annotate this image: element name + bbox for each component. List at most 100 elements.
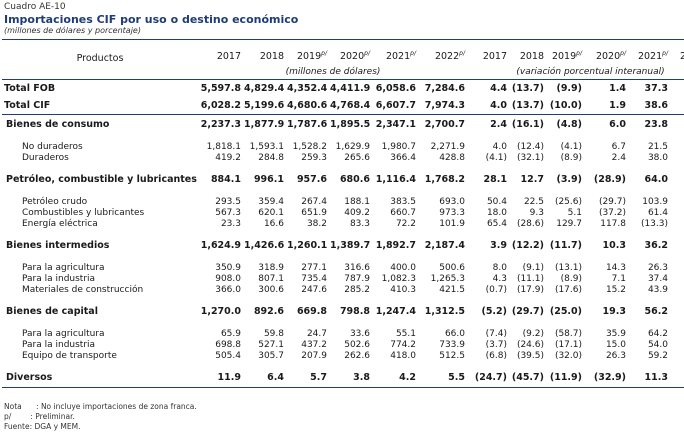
value-cell: 908.0: [215, 273, 241, 284]
row-label: Combustibles y lubricantes: [22, 207, 145, 218]
row-label: Bienes intermedios: [6, 240, 110, 251]
change-cell: (13.1): [554, 262, 582, 273]
change-cell: (28.9): [593, 174, 626, 185]
year-label: 2017: [482, 51, 507, 62]
value-cell: 265.6: [344, 152, 370, 163]
change-cell: 41.2: [671, 218, 684, 229]
value-cell: 33.6: [349, 328, 370, 339]
change-cell: 50.4: [486, 196, 507, 207]
value-cell: 285.2: [344, 284, 370, 295]
change-cell: 19.9: [671, 328, 684, 339]
unit-left-header: (millones de dólares): [285, 67, 381, 77]
preliminary-mark: p/: [576, 49, 582, 57]
change-cell: 58.4: [671, 170, 684, 189]
table-row: Petróleo crudo 293.5 359.4 267.4 188.1 383.5 6…: [2, 196, 684, 207]
value-cell: 1,629.9: [335, 141, 370, 152]
value-cell: 6,058.6: [375, 83, 416, 94]
preliminary-mark: p/: [620, 49, 626, 57]
year-header: 2020p/: [330, 40, 373, 66]
value-cell: 419.2: [215, 152, 241, 163]
value-cell: 101.9: [439, 218, 465, 229]
change-cell: 3.9: [490, 240, 507, 251]
change-cell: (8.9): [560, 152, 582, 163]
value-cell: 428.8: [439, 152, 465, 163]
year-label: 2018: [259, 51, 284, 62]
value-cell: 1,818.1: [206, 141, 241, 152]
value-cell: 5,597.8: [200, 83, 241, 94]
value-cell: 7,974.3: [424, 100, 465, 111]
table-row: Total CIF 6,028.2 5,199.6 4,680.6 4,768.4 6,6…: [2, 97, 684, 115]
unit-right-header: (variación porcentual interanual): [516, 67, 665, 77]
table-row: Energía eléctrica 23.3 16.6 38.2 83.3 72.2 101…: [2, 218, 684, 229]
change-cell: (0.7): [485, 284, 507, 295]
value-cell: 23.3: [220, 218, 241, 229]
value-cell: 5.7: [310, 372, 327, 383]
change-cell: 8.0: [492, 262, 507, 273]
value-cell: 418.0: [390, 350, 416, 361]
year-header: 2021p/: [373, 40, 419, 66]
value-cell: 66.0: [444, 328, 465, 339]
change-cell: 64.2: [647, 328, 668, 339]
change-cell: 9.3: [529, 207, 544, 218]
value-cell: 350.9: [215, 262, 241, 273]
change-cell: 38.6: [644, 100, 668, 111]
footnote-note: Nota : No incluye importaciones de zona …: [4, 402, 197, 411]
year-header: 2017: [468, 40, 510, 66]
row-label: Duraderos: [22, 152, 69, 163]
value-cell: 5,199.6: [244, 100, 285, 111]
change-cell: (3.9): [556, 174, 582, 185]
value-cell: 359.4: [258, 196, 284, 207]
change-cell: (25.0): [549, 306, 582, 317]
change-cell: (39.5): [516, 350, 544, 361]
row-label: Total FOB: [4, 83, 56, 94]
value-cell: 1,389.7: [330, 240, 371, 251]
table-body: Total FOB 5,597.8 4,829.4 4,352.4 4,411.9 6,0…: [2, 80, 684, 388]
value-cell: 1,877.9: [244, 114, 287, 134]
value-cell: 3.8: [353, 372, 370, 383]
change-cell: 14.7: [671, 141, 684, 152]
change-cell: (4.1): [485, 152, 507, 163]
change-cell: 22.5: [523, 196, 544, 207]
change-cell: (32.1): [516, 152, 544, 163]
change-cell: 2.7: [671, 284, 684, 295]
value-cell: 400.0: [390, 262, 416, 273]
value-cell: 316.6: [344, 262, 370, 273]
value-cell: 7,284.6: [424, 83, 465, 94]
year-label: 2020: [595, 51, 621, 62]
change-cell: (8.9): [560, 273, 582, 284]
value-cell: 680.6: [339, 174, 370, 185]
value-cell: 16.6: [263, 218, 284, 229]
change-cell: 1.9: [609, 100, 626, 111]
row-label: Materiales de construcción: [22, 284, 144, 295]
change-cell: 25.1: [671, 262, 684, 273]
change-cell: 129.7: [556, 218, 582, 229]
change-cell: 1.4: [609, 83, 626, 94]
table-row: Bienes de consumo 2,237.3 1,877.9 1,787.6 1,…: [2, 114, 684, 134]
change-cell: (16.1): [510, 114, 547, 134]
value-cell: 38.2: [306, 218, 327, 229]
table-row: Total FOB 5,597.8 4,829.4 4,352.4 4,411.9 6,0…: [2, 80, 684, 98]
change-cell: (5.2): [671, 339, 684, 350]
value-cell: 807.1: [258, 273, 284, 284]
row-label: Petróleo, combustible y lubricantes: [6, 174, 197, 185]
value-cell: 1,980.7: [381, 141, 416, 152]
row-label: Total CIF: [4, 100, 51, 111]
change-cell: 14.3: [605, 262, 626, 273]
table-row: Para la agricultura 65.9 59.8 24.7 33.6 55.1 6…: [2, 328, 684, 339]
value-cell: 6,028.2: [200, 100, 241, 111]
year-label: 2022: [679, 51, 684, 62]
change-cell: 20.2: [671, 80, 684, 98]
products-header: Productos: [76, 52, 124, 64]
change-cell: (13.7): [511, 100, 544, 111]
change-cell: (29.7): [598, 196, 626, 207]
value-cell: 284.8: [258, 152, 284, 163]
change-cell: (28.6): [516, 218, 544, 229]
table-title: Importaciones CIF por uso o destino econ…: [4, 13, 299, 26]
change-cell: (11.1): [516, 273, 544, 284]
value-cell: 207.9: [301, 350, 327, 361]
value-cell: 698.8: [215, 339, 241, 350]
change-cell: (12.4): [516, 141, 544, 152]
value-cell: 1,312.5: [424, 306, 465, 317]
value-cell: 247.6: [301, 284, 327, 295]
value-cell: 996.1: [253, 174, 284, 185]
